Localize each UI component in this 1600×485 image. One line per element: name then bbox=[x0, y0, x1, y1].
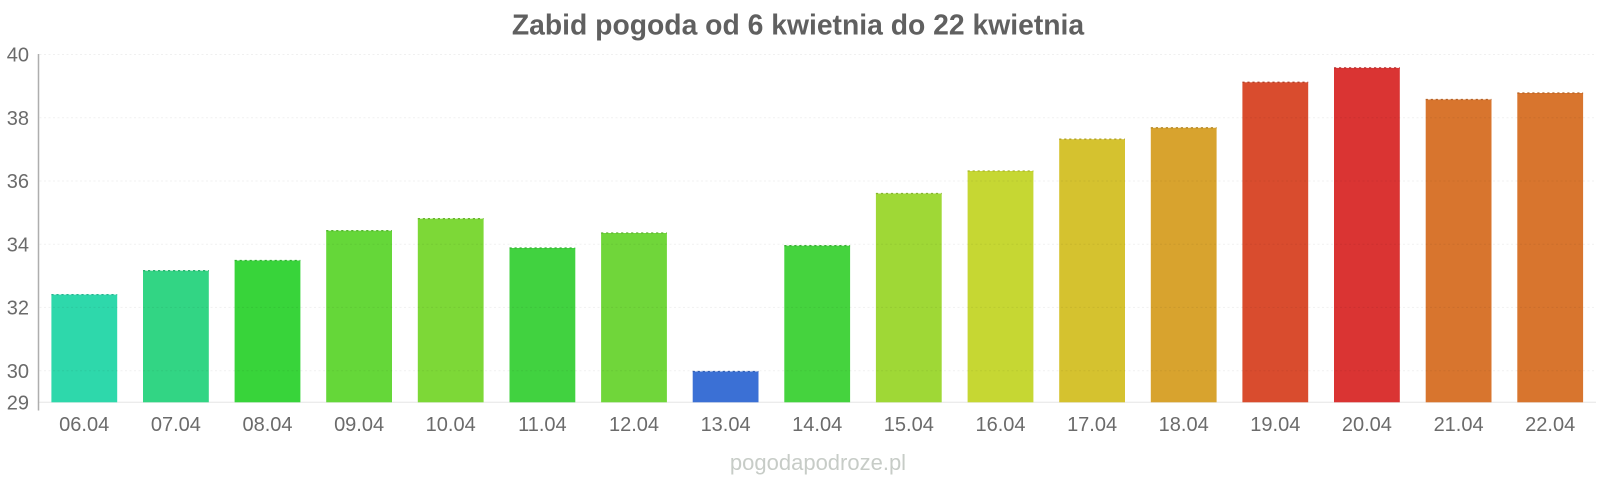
svg-text:19.04: 19.04 bbox=[1250, 414, 1300, 436]
svg-text:29: 29 bbox=[7, 393, 29, 415]
svg-text:38: 38 bbox=[7, 108, 29, 130]
svg-text:30: 30 bbox=[7, 361, 29, 383]
svg-text:40: 40 bbox=[7, 45, 29, 67]
svg-text:pogodapodroze.pl: pogodapodroze.pl bbox=[730, 450, 906, 475]
svg-text:36: 36 bbox=[7, 171, 29, 193]
svg-text:16.04: 16.04 bbox=[975, 414, 1025, 436]
svg-text:34: 34 bbox=[7, 234, 29, 256]
svg-text:11.04: 11.04 bbox=[518, 414, 567, 436]
svg-text:08.04: 08.04 bbox=[242, 414, 292, 436]
svg-text:17.04: 17.04 bbox=[1067, 414, 1117, 436]
svg-text:32: 32 bbox=[7, 298, 29, 320]
svg-text:14.04: 14.04 bbox=[792, 414, 842, 436]
svg-text:10.04: 10.04 bbox=[426, 414, 476, 436]
svg-text:22.04: 22.04 bbox=[1525, 414, 1575, 436]
svg-text:15.04: 15.04 bbox=[884, 414, 934, 436]
svg-text:18.04: 18.04 bbox=[1159, 414, 1209, 436]
svg-text:21.04: 21.04 bbox=[1434, 414, 1484, 436]
svg-text:07.04: 07.04 bbox=[151, 414, 201, 436]
svg-text:09.04: 09.04 bbox=[334, 414, 384, 436]
svg-text:12.04: 12.04 bbox=[609, 414, 659, 436]
svg-text:Zabid pogoda od 6 kwietnia do: Zabid pogoda od 6 kwietnia do 22 kwietni… bbox=[512, 9, 1085, 41]
svg-text:13.04: 13.04 bbox=[701, 414, 751, 436]
svg-text:20.04: 20.04 bbox=[1342, 414, 1392, 436]
svg-text:06.04: 06.04 bbox=[59, 414, 109, 436]
